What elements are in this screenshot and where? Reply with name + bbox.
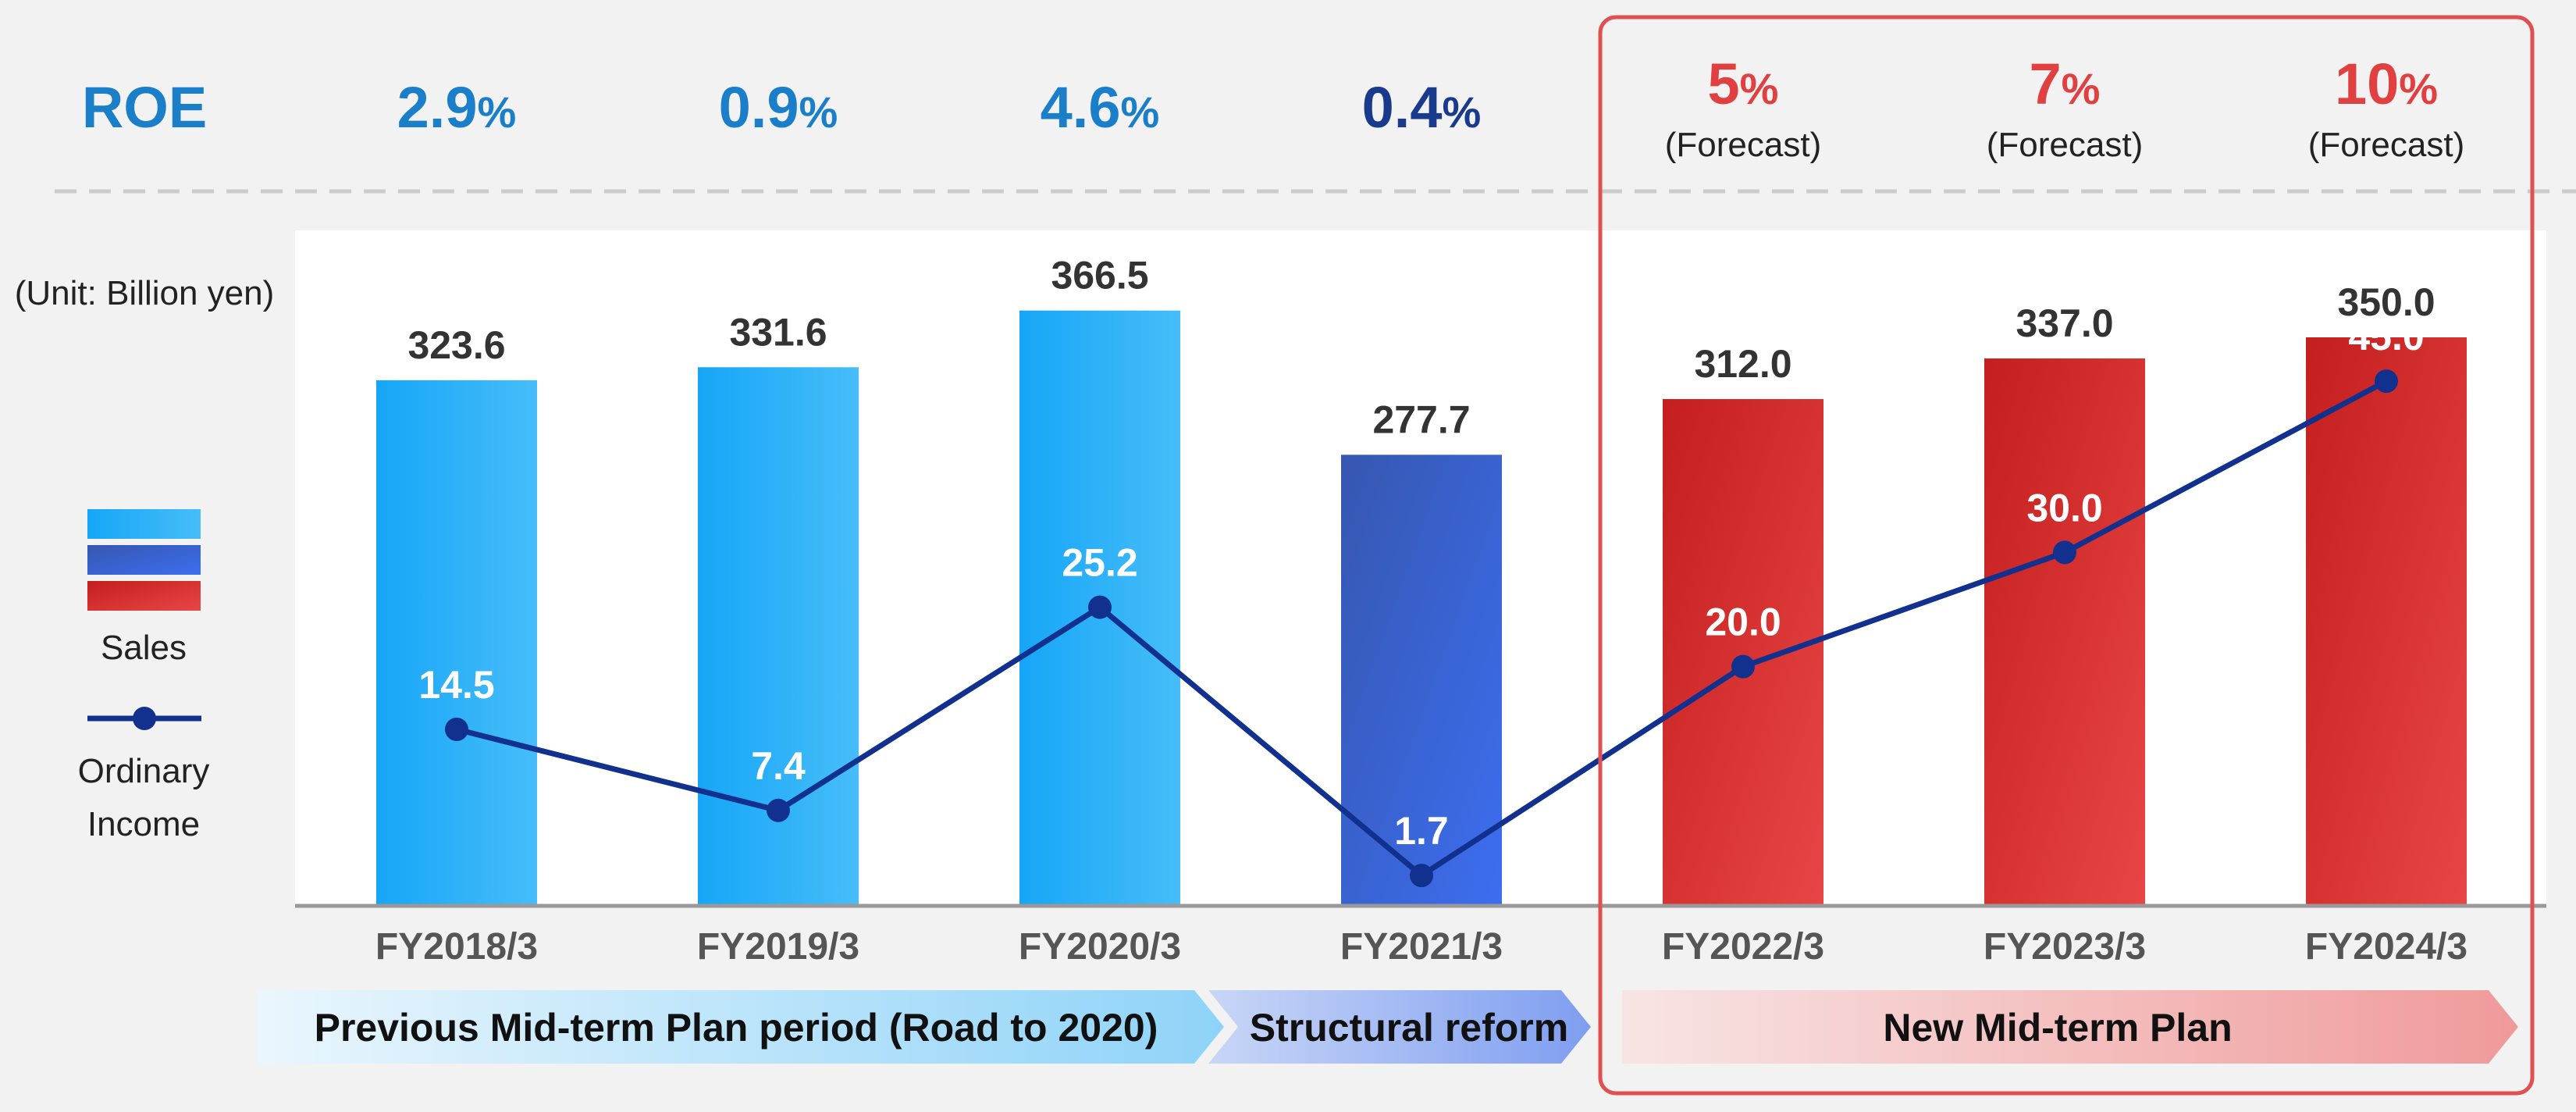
period-label-previous: Previous Mid-term Plan period (Road to 2… xyxy=(315,1006,1158,1050)
x-axis-tick-label: FY2020/3 xyxy=(1019,926,1181,968)
unit-label: (Unit: Billion yen) xyxy=(15,274,275,312)
roe-value: 2.9% xyxy=(397,75,517,140)
sales-bar xyxy=(2306,337,2467,906)
sales-value-label: 350.0 xyxy=(2337,280,2435,324)
sales-bar xyxy=(1663,399,1823,906)
legend-swatch-new xyxy=(87,581,201,611)
ordinary-income-value-label: 45.0 xyxy=(2348,315,2424,358)
ordinary-income-labels: 14.5 7.4 25.2 1.7 20.0 30.0 45.0 xyxy=(418,315,2424,853)
legend-sales-label: Sales xyxy=(101,629,187,667)
ordinary-income-value-label: 25.2 xyxy=(1062,541,1137,585)
sales-bar xyxy=(698,367,859,907)
ordinary-income-value-label: 20.0 xyxy=(1705,601,1781,644)
roe-forecast-note: (Forecast) xyxy=(1987,126,2143,164)
sales-value-label: 331.6 xyxy=(729,310,827,354)
ordinary-income-value-label: 7.4 xyxy=(751,744,806,788)
roe-forecast-note: (Forecast) xyxy=(2308,126,2464,164)
x-axis-tick-label: FY2021/3 xyxy=(1340,926,1503,968)
sales-value-label: 277.7 xyxy=(1372,397,1470,441)
roe-value: 5% xyxy=(1708,52,1779,116)
x-axis-tick-label: FY2019/3 xyxy=(697,926,859,968)
ordinary-income-value-label: 14.5 xyxy=(418,663,494,707)
roe-label: ROE xyxy=(82,75,207,140)
roe-value: 4.6% xyxy=(1041,75,1160,140)
legend-income-label-1: Ordinary xyxy=(78,752,210,790)
ordinary-income-value-label: 1.7 xyxy=(1394,809,1449,853)
sales-bar xyxy=(1984,358,2145,906)
ordinary-income-point xyxy=(2375,369,2398,394)
legend-swatch-reform xyxy=(87,545,201,575)
sales-value-label: 312.0 xyxy=(1694,342,1791,386)
sales-labels: 323.6 331.6 366.5 277.7 312.0 337.0 350.0 xyxy=(407,254,2435,442)
roe-value: 10% xyxy=(2335,52,2438,116)
legend-income-label-2: Income xyxy=(87,805,200,843)
legend: Sales Ordinary Income xyxy=(78,509,210,843)
ordinary-income-point xyxy=(445,718,468,742)
legend-line-marker xyxy=(133,707,156,730)
ordinary-income-points xyxy=(445,369,2398,888)
roe-value: 7% xyxy=(2030,52,2101,116)
sales-value-label: 323.6 xyxy=(407,323,505,367)
sales-value-label: 366.5 xyxy=(1051,254,1148,298)
x-axis-tick-label: FY2022/3 xyxy=(1662,926,1824,968)
new-plan-highlight-box xyxy=(1598,15,2535,1096)
x-axis-tick-label: FY2018/3 xyxy=(375,926,538,968)
ordinary-income-value-label: 30.0 xyxy=(2026,486,2102,529)
ordinary-income-point xyxy=(767,798,790,822)
legend-swatch-previous xyxy=(87,509,201,539)
x-axis-tick-labels: FY2018/3 FY2019/3 FY2020/3 FY2021/3 FY2022/3… xyxy=(375,926,2467,968)
ordinary-income-point xyxy=(2053,540,2076,565)
period-arrow-new xyxy=(1622,990,2518,1064)
roe-value: 0.4% xyxy=(1362,75,1482,140)
sales-bar xyxy=(376,380,537,906)
period-label-reform: Structural reform xyxy=(1250,1006,1568,1050)
sales-value-label: 337.0 xyxy=(2016,301,2113,345)
roe-forecast-note: (Forecast) xyxy=(1665,126,1821,164)
ordinary-income-point xyxy=(1731,654,1755,679)
period-arrow-reform xyxy=(1208,990,1591,1064)
period-arrow-previous xyxy=(258,990,1224,1064)
roe-values: 2.9% 0.9% 4.6% 0.4% 5% (Forecast) 7% (Forecast)… xyxy=(397,52,2465,164)
x-axis-tick-label: FY2024/3 xyxy=(2305,926,2467,968)
x-axis-tick-label: FY2023/3 xyxy=(1984,926,2146,968)
roe-value: 0.9% xyxy=(719,75,838,140)
period-label-new: New Mid-term Plan xyxy=(1883,1006,2232,1050)
ordinary-income-point xyxy=(1410,864,1433,888)
ordinary-income-point xyxy=(1088,595,1112,619)
